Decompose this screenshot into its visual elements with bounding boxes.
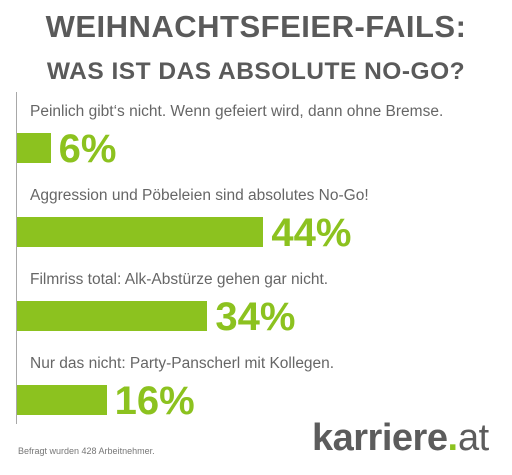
logo-dot: . (447, 417, 459, 459)
category-label: Filmriss total: Alk-Abstürze gehen gar n… (30, 271, 329, 288)
value-label: 34% (215, 295, 296, 339)
chart-subtitle: WAS IST DAS ABSOLUTE NO-GO? (46, 58, 466, 85)
category-label: Peinlich gibt‘s nicht. Wenn gefeiert wir… (30, 103, 444, 120)
bar (17, 133, 51, 163)
karriere-logo: karriere.at (312, 417, 489, 459)
axis-line (16, 92, 17, 424)
chart-title: WEIHNACHTSFEIER-FAILS: (45, 9, 467, 44)
category-label: Aggression und Pöbeleien sind absolutes … (30, 187, 369, 204)
bar (17, 217, 264, 247)
footnote: Befragt wurden 428 Arbeitnehmer. (18, 446, 155, 456)
logo-tld: at (458, 417, 489, 459)
logo-brand: karriere (312, 417, 448, 459)
bar (17, 385, 107, 415)
value-label: 6% (58, 127, 117, 171)
category-label: Nur das nicht: Party-Panscherl mit Kolle… (30, 355, 335, 372)
bar (17, 301, 208, 331)
value-label: 16% (114, 379, 195, 423)
value-label: 44% (271, 211, 352, 255)
